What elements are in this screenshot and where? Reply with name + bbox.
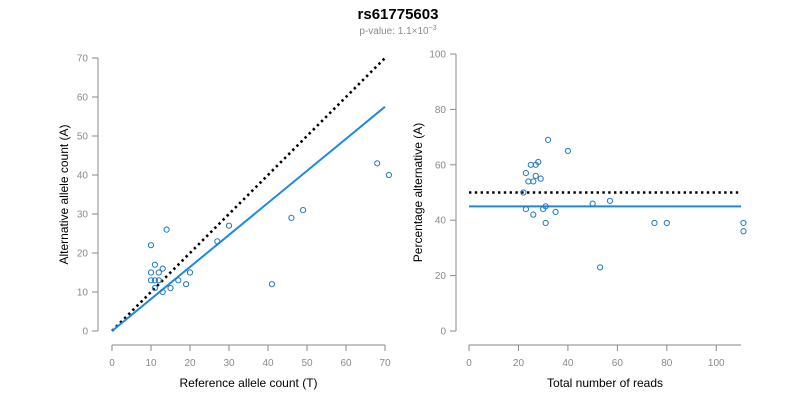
right-data-point bbox=[525, 178, 532, 185]
right-data-point bbox=[606, 197, 614, 204]
left-x-tick-label: 50 bbox=[301, 358, 313, 369]
right-y-tick-label: 0 bbox=[440, 327, 446, 338]
left-data-point bbox=[186, 269, 194, 276]
chart-title: rs61775603 bbox=[358, 6, 439, 23]
left-x-tick-label: 40 bbox=[262, 358, 274, 369]
right-x-tick-label: 40 bbox=[562, 358, 574, 369]
left-y-tick-label: 0 bbox=[82, 327, 88, 338]
left-data-point bbox=[167, 285, 174, 292]
right-data-point bbox=[542, 203, 549, 210]
left-data-point bbox=[147, 277, 155, 284]
right-x-tick-label: 60 bbox=[612, 358, 624, 369]
left-data-point bbox=[183, 281, 190, 288]
left-fitted-line bbox=[111, 105, 386, 332]
left-y-tick-label: 10 bbox=[77, 288, 89, 299]
right-y-tick-label: 40 bbox=[435, 216, 447, 227]
left-data-point bbox=[268, 281, 275, 288]
right-x-tick-label: 20 bbox=[513, 358, 525, 369]
left-data-point bbox=[300, 207, 307, 214]
right-data-point bbox=[537, 175, 544, 182]
right-x-tick-label: 0 bbox=[466, 358, 472, 369]
right-data-point bbox=[596, 264, 604, 271]
left-data-point bbox=[175, 277, 182, 284]
p-value-exponent: −3 bbox=[429, 25, 437, 32]
left-data-point bbox=[147, 242, 155, 249]
right-data-point bbox=[545, 136, 552, 143]
left-x-tick-label: 10 bbox=[145, 358, 157, 369]
left-data-point bbox=[147, 269, 155, 276]
right-y-tick-label: 20 bbox=[435, 271, 447, 282]
left-y-tick-label: 40 bbox=[77, 171, 89, 182]
left-data-point bbox=[159, 288, 166, 296]
left-data-point bbox=[385, 171, 392, 179]
p-value-prefix: p-value: 1.1×10 bbox=[359, 26, 429, 37]
right-data-point bbox=[542, 219, 549, 227]
left-data-point bbox=[155, 277, 162, 284]
left-data-point bbox=[151, 285, 158, 292]
right-data-point bbox=[522, 170, 529, 177]
left-x-tick-label: 60 bbox=[340, 358, 352, 369]
left-y-tick-label: 70 bbox=[77, 54, 89, 65]
left-y-tick-label: 30 bbox=[77, 210, 89, 221]
left-data-point bbox=[225, 222, 233, 229]
left-data-point bbox=[288, 214, 295, 221]
right-data-point bbox=[552, 208, 559, 215]
right-y-tick-label: 80 bbox=[435, 105, 447, 116]
right-data-point bbox=[589, 200, 596, 207]
right-data-point bbox=[527, 161, 534, 168]
left-x-tick-label: 0 bbox=[109, 358, 115, 369]
right-data-point bbox=[530, 178, 537, 185]
left-x-tick-label: 30 bbox=[223, 358, 235, 369]
left-data-point bbox=[374, 160, 381, 167]
left-data-point bbox=[155, 269, 162, 276]
left-data-point bbox=[214, 238, 221, 245]
right-data-point bbox=[564, 147, 572, 155]
right-y-tick-label: 100 bbox=[429, 50, 446, 61]
left-expected-ratio-line bbox=[111, 57, 386, 332]
left-x-tick-label: 70 bbox=[379, 358, 391, 369]
right-data-point bbox=[520, 189, 527, 196]
right-x-tick-label: 80 bbox=[661, 358, 673, 369]
right-data-point bbox=[535, 158, 542, 166]
left-y-tick-label: 60 bbox=[77, 93, 89, 104]
p-value-label: p-value: 1.1×10−3 bbox=[359, 25, 436, 37]
right-data-point bbox=[651, 219, 658, 227]
right-y-axis-label: Percentage alternative (A) bbox=[411, 123, 425, 262]
right-data-point bbox=[530, 211, 537, 218]
left-data-point bbox=[163, 226, 170, 233]
right-data-point bbox=[740, 228, 747, 235]
right-y-tick-label: 60 bbox=[435, 160, 447, 171]
right-x-axis-label: Total number of reads bbox=[547, 376, 663, 390]
right-x-tick-label: 100 bbox=[708, 358, 725, 369]
left-y-tick-label: 50 bbox=[77, 132, 89, 143]
right-data-point bbox=[532, 172, 539, 179]
left-data-point bbox=[159, 265, 166, 272]
left-data-point bbox=[151, 261, 158, 268]
left-x-axis-label: Reference allele count (T) bbox=[179, 376, 317, 390]
right-data-point bbox=[663, 219, 670, 227]
right-data-point bbox=[740, 219, 747, 227]
left-data-point bbox=[151, 277, 158, 284]
right-data-point bbox=[522, 206, 529, 213]
left-y-tick-label: 20 bbox=[77, 249, 89, 260]
left-y-axis-label: Alternative allele count (A) bbox=[57, 124, 71, 264]
left-x-tick-label: 20 bbox=[184, 358, 196, 369]
